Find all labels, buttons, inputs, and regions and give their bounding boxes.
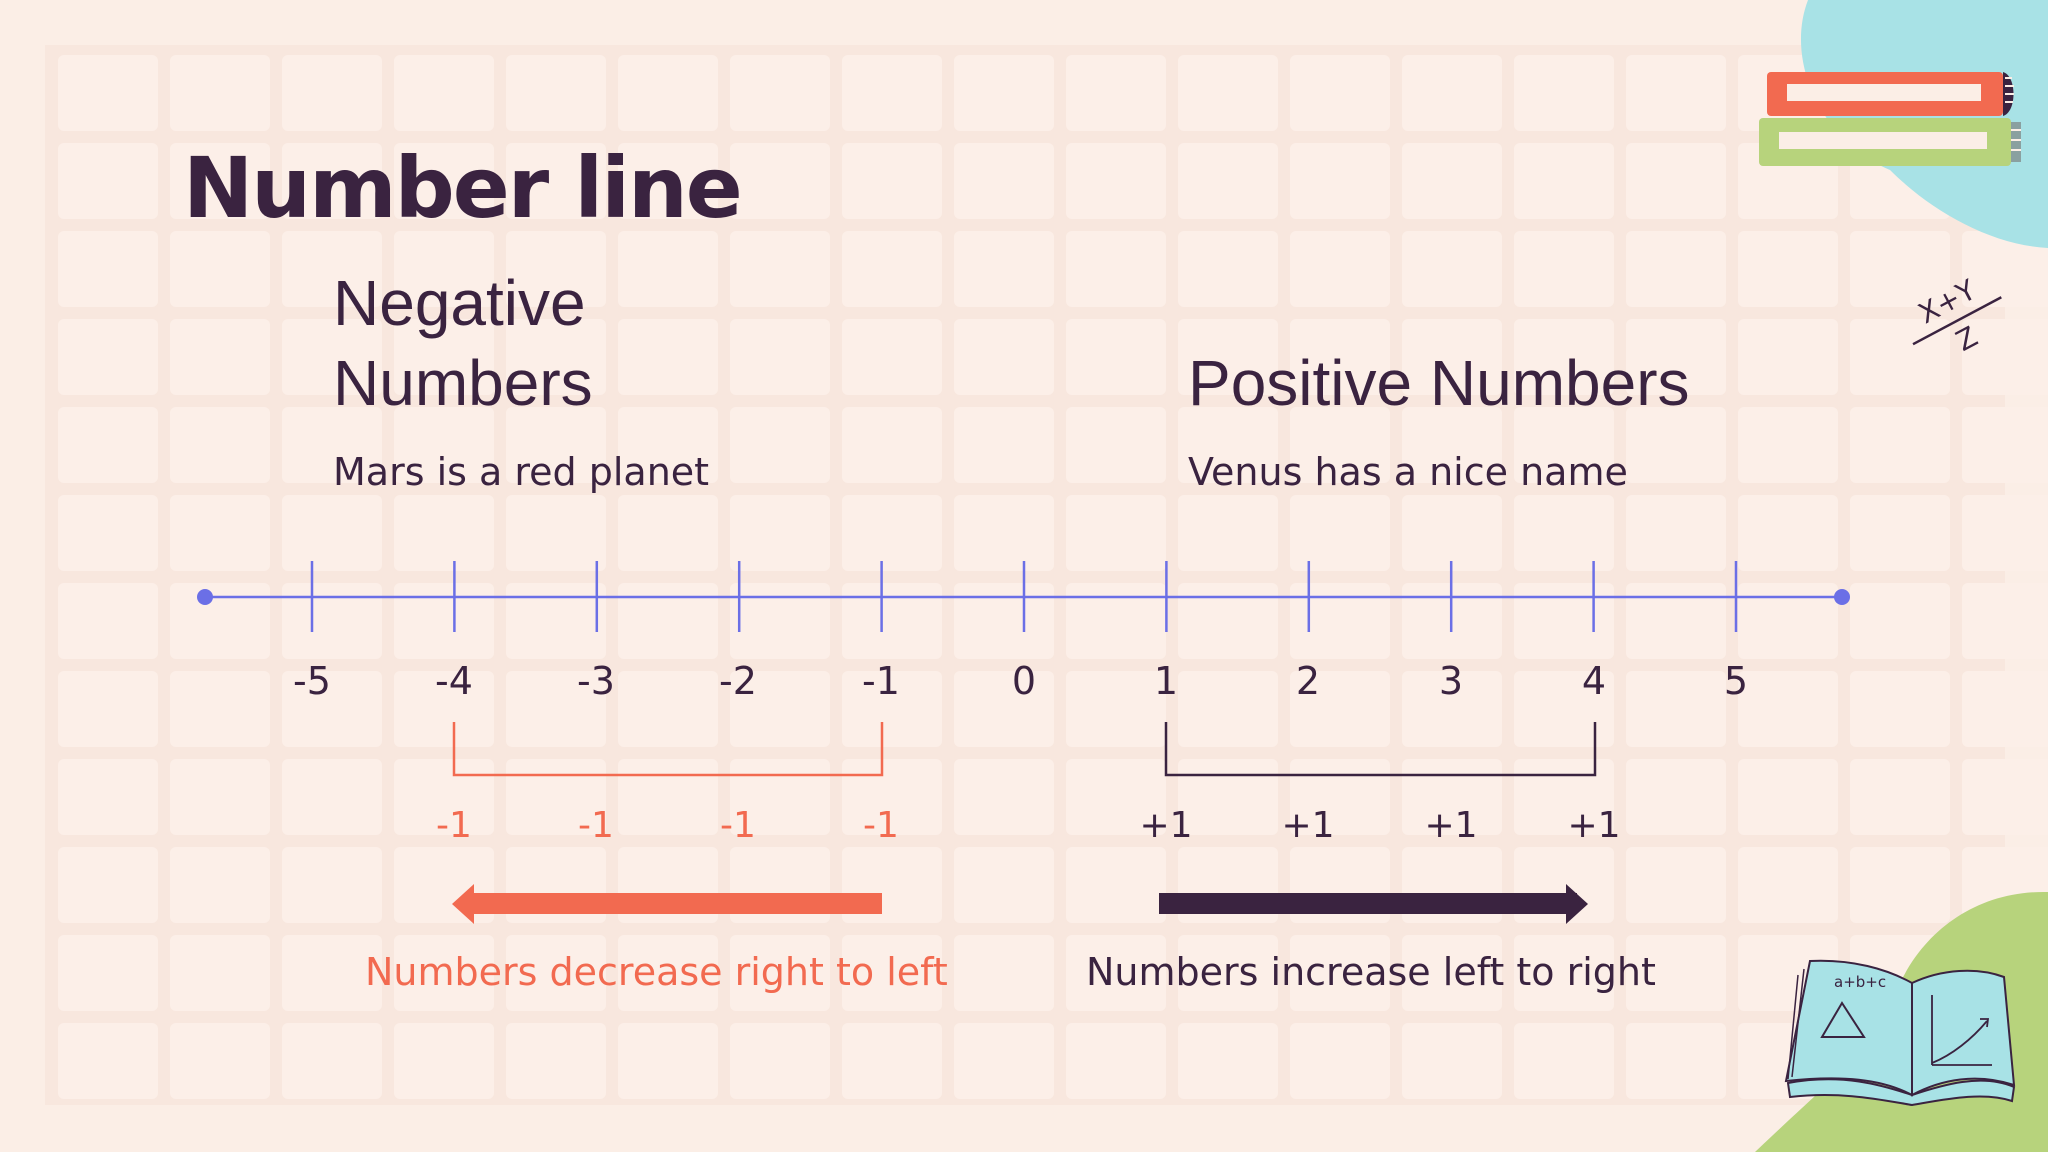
- tick-label: 1: [1154, 659, 1178, 703]
- positive-step-label: +1: [1567, 805, 1620, 846]
- positive-description: Venus has a nice name: [1188, 450, 1628, 494]
- negative-step-label: -1: [578, 805, 614, 846]
- tick-label: -2: [719, 659, 757, 703]
- tick-label: 5: [1724, 659, 1748, 703]
- positive-caption: Numbers increase left to right: [1086, 950, 1656, 994]
- formula-icon: X+Y Z: [1912, 273, 2002, 358]
- negative-caption: Numbers decrease right to left: [365, 950, 948, 994]
- positive-step-label: +1: [1281, 805, 1334, 846]
- page-title: Number line: [183, 139, 743, 237]
- positive-heading: Positive Numbers: [1188, 347, 1690, 419]
- negative-bracket: [452, 722, 884, 777]
- tick-label: -5: [293, 659, 331, 703]
- left-arrow-icon: [452, 884, 882, 924]
- tick-label: 4: [1582, 659, 1606, 703]
- negative-step-label: -1: [863, 805, 899, 846]
- tick-label: -3: [577, 659, 615, 703]
- negative-heading: Negative Numbers: [333, 263, 593, 423]
- positive-step-label: +1: [1424, 805, 1477, 846]
- negative-step-label: -1: [720, 805, 756, 846]
- number-line-right-end: [1834, 589, 1850, 605]
- negative-step-label: -1: [436, 805, 472, 846]
- stacked-books-icon: [1759, 72, 2021, 166]
- tick-label: -4: [435, 659, 473, 703]
- negative-description: Mars is a red planet: [333, 450, 710, 494]
- tick-marks: [310, 561, 1738, 632]
- negative-heading-line2: Numbers: [333, 347, 593, 419]
- tick-label: -1: [862, 659, 900, 703]
- tick-label: 3: [1439, 659, 1463, 703]
- positive-step-label: +1: [1139, 805, 1192, 846]
- open-book-icon: a+b+c: [1784, 959, 2016, 1107]
- book-formula-text: a+b+c: [1834, 973, 1886, 991]
- negative-heading-line1: Negative: [333, 267, 586, 339]
- positive-bracket: [1164, 722, 1597, 777]
- number-line-left-end: [197, 589, 213, 605]
- tick-label: 0: [1012, 659, 1036, 703]
- right-arrow-icon: [1159, 884, 1588, 924]
- tick-label: 2: [1296, 659, 1320, 703]
